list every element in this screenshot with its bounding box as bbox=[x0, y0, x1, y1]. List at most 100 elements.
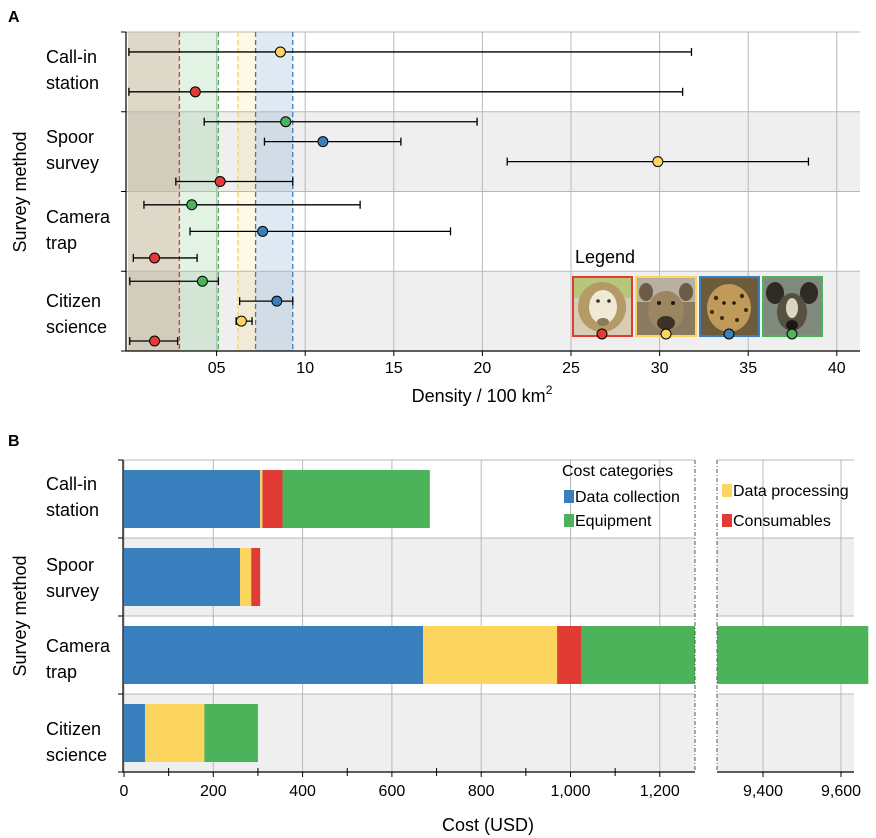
panel-a-legend: Legend bbox=[572, 247, 823, 337]
b-x-tick-label-9600: 9,600 bbox=[821, 783, 861, 800]
wild-dog-portrait-icon bbox=[762, 276, 823, 337]
x-tick-label-5: 05 bbox=[208, 360, 226, 377]
legend-swatch-data-collection bbox=[564, 490, 574, 503]
lion-portrait-icon bbox=[572, 276, 633, 337]
legend-marker-wild-dog bbox=[786, 328, 798, 340]
point-spoor-survey-lion bbox=[214, 176, 226, 188]
legend-label-data-processing: Data processing bbox=[733, 483, 849, 500]
legend-swatch-equipment bbox=[564, 514, 574, 527]
point-citizen-science-leopard bbox=[271, 295, 283, 307]
b-x-tick-label-800: 800 bbox=[468, 783, 495, 800]
group-label-citizen-line2: science bbox=[46, 317, 107, 337]
legend-marker-hyena bbox=[660, 328, 672, 340]
b-x-tick-label-0: 0 bbox=[120, 783, 129, 800]
legend-marker-lion bbox=[596, 328, 608, 340]
b-x-tick-label-600: 600 bbox=[379, 783, 406, 800]
group-label-camera-line2: trap bbox=[46, 233, 77, 253]
panel-b-category-labels: Call-in station Spoor survey Camera trap… bbox=[46, 474, 111, 765]
group-label-spoor-line2: survey bbox=[46, 153, 99, 173]
panel-b-bars bbox=[124, 470, 869, 762]
group-label-spoor-line1: Spoor bbox=[46, 127, 94, 147]
panel-a-legend-markers bbox=[596, 328, 798, 340]
category-label-call-in-line2: station bbox=[46, 500, 99, 520]
point-spoor-survey-wild-dog bbox=[280, 116, 292, 128]
point-citizen-science-hyena bbox=[235, 315, 247, 327]
x-tick-label-30: 30 bbox=[651, 360, 669, 377]
panel-b-x-axis-title: Cost (USD) bbox=[442, 815, 534, 835]
b-x-tick-label-200: 200 bbox=[200, 783, 227, 800]
b-x-tick-label-1000: 1,000 bbox=[550, 783, 590, 800]
bar-call-in-station-data-collection bbox=[124, 470, 261, 528]
x-axis-title-superscript: 2 bbox=[546, 383, 553, 397]
category-label-spoor-line1: Spoor bbox=[46, 555, 94, 575]
group-shading-spoor-survey bbox=[126, 111, 860, 192]
group-label-call-in-line1: Call-in bbox=[46, 47, 97, 67]
x-tick-label-20: 20 bbox=[474, 360, 492, 377]
panel-a-gridlines bbox=[126, 31, 860, 351]
b-x-tick-label-9400: 9,400 bbox=[743, 783, 783, 800]
bar-citizen-science-data-processing bbox=[144, 704, 205, 762]
panel-a-y-ticks bbox=[121, 31, 126, 352]
point-spoor-survey-hyena bbox=[652, 156, 664, 168]
legend-label-consumables: Consumables bbox=[733, 513, 831, 530]
bar-spoor-survey-data-processing bbox=[240, 548, 252, 606]
panel-a-points bbox=[149, 46, 664, 347]
hyena-portrait-icon bbox=[635, 276, 697, 337]
legend-title: Legend bbox=[575, 247, 635, 267]
panel-b-legend: Cost categories Data collection Equipmen… bbox=[562, 463, 849, 530]
x-axis-title-text: Density / 100 km bbox=[412, 386, 546, 406]
category-label-camera-line1: Camera bbox=[46, 636, 111, 656]
point-call-in-station-hyena bbox=[274, 46, 286, 58]
panel-b-x-tick-labels: 0 200 400 600 800 1,000 1,200 9,400 9,600 bbox=[120, 783, 862, 800]
bar-spoor-survey-consumables bbox=[251, 548, 261, 606]
bar-spoor-survey-data-collection bbox=[124, 548, 241, 606]
panel-a-y-axis-title: Survey method bbox=[10, 131, 30, 252]
x-tick-label-10: 10 bbox=[296, 360, 314, 377]
group-label-camera-line1: Camera bbox=[46, 207, 111, 227]
panel-a-label: A bbox=[8, 9, 20, 26]
panel-a-x-axis-title: Density / 100 km2 bbox=[412, 383, 553, 406]
panel-b-y-ticks bbox=[118, 459, 123, 773]
panel-b-y-axis-title: Survey method bbox=[10, 555, 30, 676]
panel-a-group-labels: Call-in station Spoor survey Camera trap… bbox=[46, 47, 111, 337]
point-spoor-survey-leopard bbox=[317, 136, 329, 148]
panel-a-x-ticks bbox=[216, 351, 838, 356]
b-x-tick-label-400: 400 bbox=[289, 783, 316, 800]
x-tick-label-40: 40 bbox=[828, 360, 846, 377]
legend-b-title: Cost categories bbox=[562, 463, 673, 480]
legend-label-equipment: Equipment bbox=[575, 513, 652, 530]
legend-label-data-collection: Data collection bbox=[575, 489, 680, 506]
panel-b-label: B bbox=[8, 433, 20, 450]
bar-citizen-science-equipment bbox=[204, 704, 258, 762]
category-label-camera-line2: trap bbox=[46, 662, 77, 682]
point-call-in-station-lion bbox=[189, 86, 201, 98]
x-tick-label-15: 15 bbox=[385, 360, 403, 377]
panel-b-x-ticks bbox=[123, 768, 842, 777]
group-label-call-in-line2: station bbox=[46, 73, 99, 93]
b-x-tick-label-1200: 1,200 bbox=[640, 783, 680, 800]
category-label-spoor-line2: survey bbox=[46, 581, 99, 601]
legend-swatch-data-processing bbox=[722, 484, 732, 497]
point-camera-trap-wild-dog bbox=[186, 199, 198, 211]
x-tick-label-35: 35 bbox=[739, 360, 757, 377]
bar-call-in-station-consumables bbox=[262, 470, 283, 528]
point-camera-trap-leopard bbox=[257, 225, 269, 237]
bar-camera-trap-equipment-left bbox=[581, 626, 695, 684]
category-label-citizen-line1: Citizen bbox=[46, 719, 101, 739]
group-label-citizen-line1: Citizen bbox=[46, 291, 101, 311]
point-citizen-science-wild-dog bbox=[196, 275, 208, 287]
bar-camera-trap-data-collection bbox=[124, 626, 424, 684]
legend-marker-leopard bbox=[723, 328, 735, 340]
point-camera-trap-lion bbox=[149, 252, 161, 264]
leopard-portrait-icon bbox=[699, 276, 760, 337]
bar-camera-trap-equipment-right bbox=[717, 626, 869, 684]
bar-call-in-station-data-processing bbox=[260, 470, 263, 528]
x-tick-label-25: 25 bbox=[562, 360, 580, 377]
panel-b-category-shading bbox=[123, 538, 854, 772]
category-label-citizen-line2: science bbox=[46, 745, 107, 765]
point-citizen-science-lion bbox=[149, 335, 161, 347]
bar-camera-trap-data-processing bbox=[423, 626, 558, 684]
category-shading-right-citizen-science bbox=[717, 694, 854, 772]
